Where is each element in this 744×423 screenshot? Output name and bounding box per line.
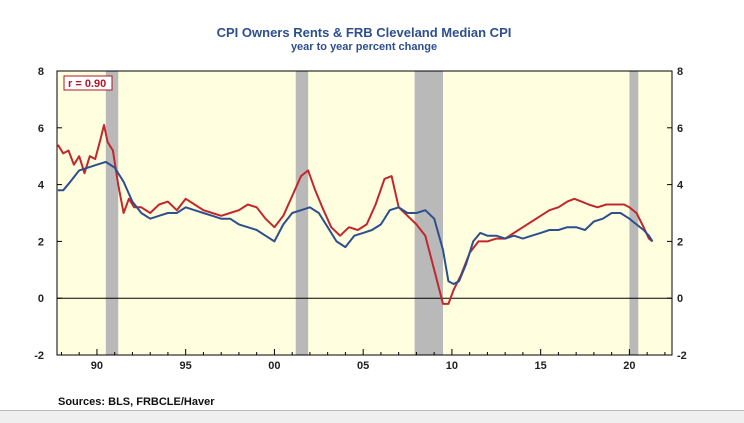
chart-title: CPI Owners Rents & FRB Cleveland Median … bbox=[217, 25, 512, 40]
x-tick-label: 20 bbox=[623, 360, 635, 372]
source-note: Sources: BLS, FRBCLE/Haver bbox=[58, 396, 215, 408]
y-tick-label-right: 0 bbox=[677, 293, 683, 305]
recession-bands bbox=[105, 71, 639, 355]
recession-band bbox=[295, 71, 309, 355]
plot-area bbox=[57, 71, 672, 355]
y-tick-label-left: 8 bbox=[38, 66, 44, 78]
annotation-label: r = 0.90 bbox=[68, 78, 106, 90]
recession-band bbox=[629, 71, 639, 355]
y-tick-label-left: 4 bbox=[38, 180, 45, 192]
x-tick-label: 00 bbox=[268, 360, 280, 372]
series-line-median_cpi bbox=[57, 160, 654, 285]
y-tick-label-left: 0 bbox=[38, 293, 44, 305]
x-tick-label: 90 bbox=[91, 360, 103, 372]
annotation-box bbox=[63, 75, 113, 91]
y-tick-label-left: 2 bbox=[38, 236, 44, 248]
axis-ticks: -2 -20 02 24 46 68 890 95 00 05 10 15 20 bbox=[34, 66, 687, 372]
correlation-annotation: r = 0.90 bbox=[63, 75, 113, 91]
y-tick-label-left: -2 bbox=[34, 350, 44, 362]
y-tick-label-left: 6 bbox=[38, 123, 44, 135]
window-bottom-bar bbox=[0, 410, 744, 423]
y-tick-label-right: 6 bbox=[677, 123, 683, 135]
y-tick-label-right: 4 bbox=[677, 180, 684, 192]
x-tick-label: 95 bbox=[180, 360, 192, 372]
y-tick-label-right: 8 bbox=[677, 66, 683, 78]
series-lines bbox=[57, 124, 654, 305]
x-tick-label: 10 bbox=[446, 360, 458, 372]
recession-band bbox=[105, 71, 119, 355]
plot-border bbox=[56, 70, 673, 356]
x-tick-label: 15 bbox=[535, 360, 547, 372]
series-line-owners_rent bbox=[57, 124, 654, 305]
chart-subtitle: year to year percent change bbox=[291, 41, 437, 53]
x-tick-label: 05 bbox=[357, 360, 369, 372]
y-tick-label-right: -2 bbox=[677, 350, 687, 362]
y-tick-label-right: 2 bbox=[677, 236, 683, 248]
